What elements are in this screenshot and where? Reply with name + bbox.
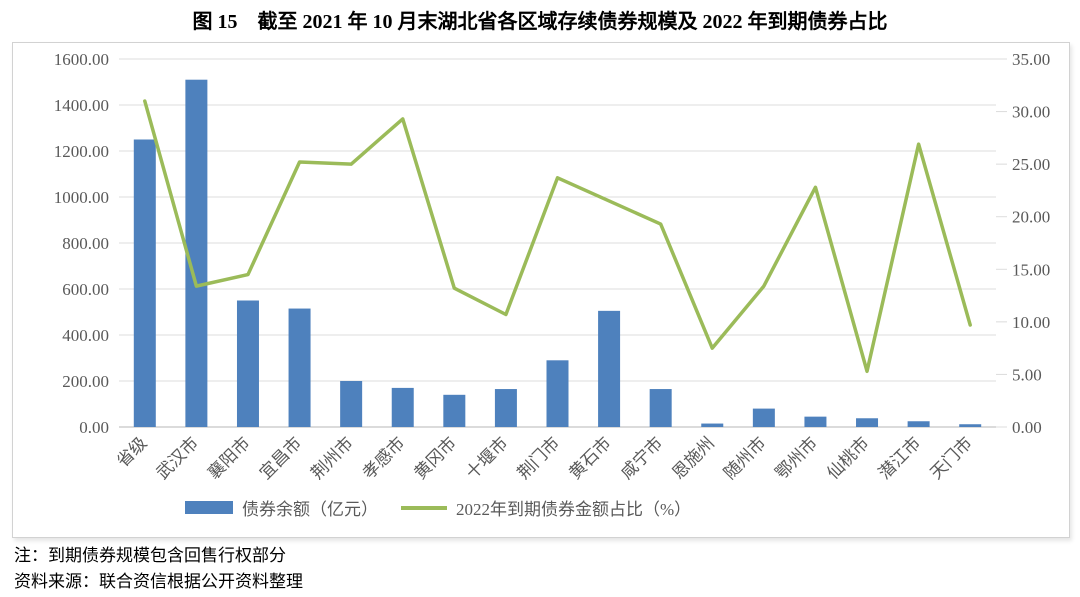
bar-鄂州市 [804, 416, 827, 427]
bar-襄阳市 [236, 300, 259, 427]
category-label-仙桃市: 仙桃市 [823, 433, 872, 482]
bar-随州市 [752, 408, 775, 427]
category-label-武汉市: 武汉市 [153, 433, 202, 482]
legend-label-bond-balance: 债券余额（亿元） [242, 500, 378, 519]
legend-item-maturity-ratio: 2022年到期债券金额占比（%） [401, 495, 691, 520]
bar-天门市 [959, 424, 982, 427]
category-label-荆州市: 荆州市 [307, 433, 356, 482]
left-axis-label: 200.00 [62, 372, 109, 391]
bar-荆州市 [340, 381, 363, 427]
chart-title: 图 15 截至 2021 年 10 月末湖北省各区域存续债券规模及 2022 年… [192, 11, 888, 33]
bar-宜昌市 [288, 308, 311, 427]
category-label-黄石市: 黄石市 [565, 433, 614, 482]
category-label-随州市: 随州市 [720, 433, 769, 482]
line-series-swatch [401, 505, 447, 510]
right-axis-label: 5.00 [1012, 365, 1042, 384]
right-axis-label: 10.00 [1012, 313, 1050, 332]
legend-item-bond-balance: 债券余额（亿元） [185, 495, 378, 520]
left-axis-label: 400.00 [62, 326, 109, 345]
category-label-宜昌市: 宜昌市 [256, 433, 305, 482]
right-axis-label: 15.00 [1012, 260, 1050, 279]
category-label-天门市: 天门市 [927, 433, 976, 482]
left-axis-label: 0.00 [79, 418, 109, 437]
category-label-十堰市: 十堰市 [462, 433, 511, 482]
category-label-襄阳市: 襄阳市 [204, 433, 254, 483]
legend: 债券余额（亿元） 2022年到期债券金额占比（%） [13, 495, 1069, 527]
category-label-潜江市: 潜江市 [875, 433, 924, 482]
right-axis-label: 25.00 [1012, 155, 1050, 174]
combo-chart: 1600.00 1400.00 1200.00 1000.00 800.00 600.00… [54, 50, 1051, 483]
bar-省级 [133, 139, 156, 427]
footnote-source: 资料来源：联合资信根据公开资料整理 [14, 572, 303, 591]
category-label-鄂州市: 鄂州市 [772, 433, 821, 482]
left-axis-label: 1600.00 [54, 50, 109, 69]
bar-黄冈市 [443, 394, 466, 427]
category-label-恩施州: 恩施州 [669, 433, 718, 482]
left-axis-label: 1200.00 [54, 142, 109, 161]
right-axis-label: 35.00 [1012, 50, 1050, 69]
bar-十堰市 [494, 389, 517, 427]
bar-咸宁市 [649, 389, 672, 427]
left-axis-label: 1000.00 [54, 188, 109, 207]
category-label-黄冈市: 黄冈市 [411, 433, 460, 482]
legend-label-maturity-ratio: 2022年到期债券金额占比（%） [456, 500, 692, 519]
right-axis-label: 30.00 [1012, 103, 1050, 122]
right-axis-label: 0.00 [1012, 418, 1042, 437]
bar-series-swatch [185, 501, 233, 514]
maturity-ratio-line [143, 99, 972, 374]
footnotes: 注：到期债券规模包含回售行权部分 资料来源：联合资信根据公开资料整理 [14, 543, 303, 595]
category-label-荆门市: 荆门市 [514, 433, 563, 482]
bar-荆门市 [546, 360, 569, 427]
left-axis-label: 1400.00 [54, 96, 109, 115]
category-label-孝感市: 孝感市 [359, 433, 408, 482]
footnote-note: 注：到期债券规模包含回售行权部分 [14, 546, 286, 565]
left-axis-label: 800.00 [62, 234, 109, 253]
bar-潜江市 [907, 421, 930, 427]
bar-武汉市 [185, 79, 208, 427]
bar-孝感市 [391, 387, 414, 427]
left-axis-label: 600.00 [62, 280, 109, 299]
chart-area: 1600.00 1400.00 1200.00 1000.00 800.00 600.00… [12, 42, 1070, 538]
bar-仙桃市 [856, 418, 879, 427]
category-label-省级: 省级 [113, 433, 150, 470]
bar-黄石市 [598, 310, 621, 427]
right-axis-label: 20.00 [1012, 208, 1050, 227]
category-label-咸宁市: 咸宁市 [617, 433, 666, 482]
bar-恩施州 [701, 423, 724, 427]
